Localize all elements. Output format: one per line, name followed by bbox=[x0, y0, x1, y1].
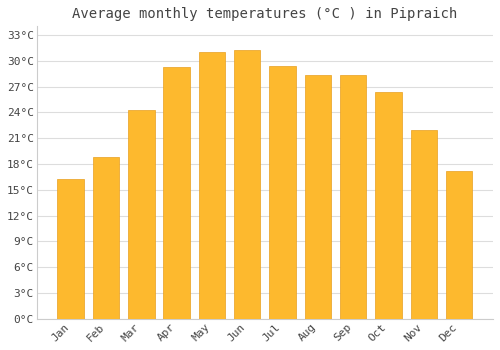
Bar bbox=[410, 130, 437, 319]
Bar bbox=[164, 67, 190, 319]
Bar bbox=[340, 75, 366, 319]
Bar bbox=[93, 157, 120, 319]
Bar bbox=[446, 171, 472, 319]
Bar bbox=[304, 75, 331, 319]
Bar bbox=[58, 180, 84, 319]
Bar bbox=[234, 49, 260, 319]
Bar bbox=[198, 52, 225, 319]
Bar bbox=[375, 92, 402, 319]
Bar bbox=[270, 66, 296, 319]
Bar bbox=[128, 110, 154, 319]
Title: Average monthly temperatures (°C ) in Pipraich: Average monthly temperatures (°C ) in Pi… bbox=[72, 7, 458, 21]
